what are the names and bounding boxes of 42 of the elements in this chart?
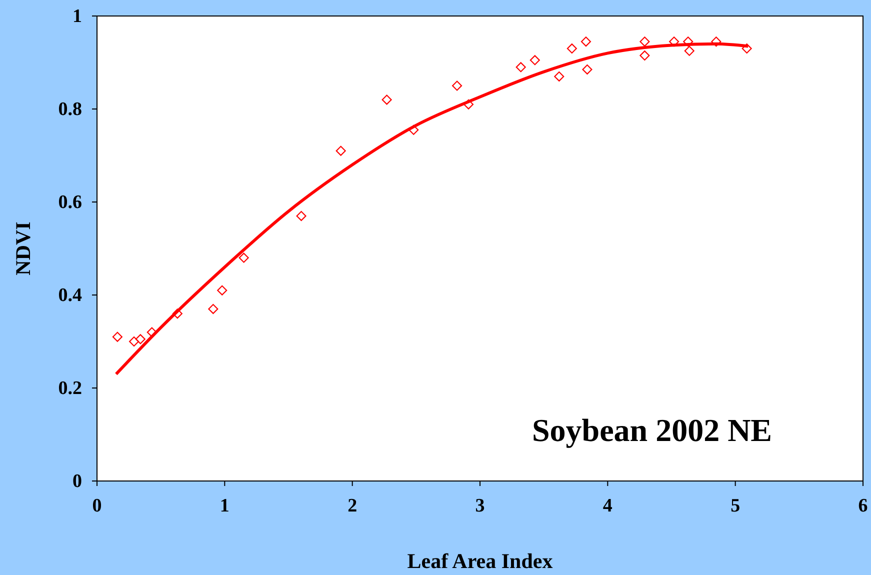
x-tick-label: 4 bbox=[602, 495, 613, 516]
point bbox=[382, 94, 392, 105]
point bbox=[112, 332, 122, 342]
point bbox=[582, 64, 592, 74]
point bbox=[566, 44, 577, 54]
x-tick-label: 2 bbox=[348, 495, 358, 516]
x-tick-label: 1 bbox=[220, 495, 230, 516]
point bbox=[135, 334, 146, 344]
point bbox=[669, 36, 680, 47]
point bbox=[683, 36, 694, 47]
point bbox=[172, 308, 182, 319]
y-tick-label: 0.8 bbox=[58, 99, 82, 120]
x-tick-label: 5 bbox=[730, 495, 740, 516]
y-tick-label: 1 bbox=[72, 6, 82, 28]
y-tick-label: 0 bbox=[72, 471, 82, 492]
point bbox=[516, 62, 526, 72]
point bbox=[530, 55, 540, 66]
annotation: Soybean 2002 NE bbox=[532, 412, 772, 448]
point bbox=[554, 71, 564, 82]
point bbox=[640, 50, 650, 61]
point bbox=[711, 36, 722, 47]
y-axis-title: NDVI bbox=[11, 222, 35, 276]
x-axis-title: Leaf Area Index bbox=[407, 549, 554, 573]
point bbox=[238, 252, 249, 263]
point bbox=[742, 44, 752, 54]
x-tick-label: 0 bbox=[92, 495, 102, 516]
point bbox=[640, 36, 650, 47]
point bbox=[452, 80, 462, 91]
y-tick-label: 0.2 bbox=[58, 378, 82, 400]
point bbox=[684, 46, 694, 56]
point bbox=[217, 285, 228, 296]
point bbox=[408, 124, 419, 135]
x-tick-label: 6 bbox=[858, 495, 868, 516]
point bbox=[580, 36, 591, 47]
point bbox=[336, 146, 346, 156]
point bbox=[129, 336, 140, 347]
point bbox=[463, 99, 474, 110]
x-tick-label: 3 bbox=[475, 495, 485, 516]
point bbox=[208, 304, 218, 314]
y-tick-label: 0.6 bbox=[58, 192, 82, 214]
point bbox=[296, 210, 306, 221]
y-tick-label: 0.4 bbox=[58, 285, 82, 306]
